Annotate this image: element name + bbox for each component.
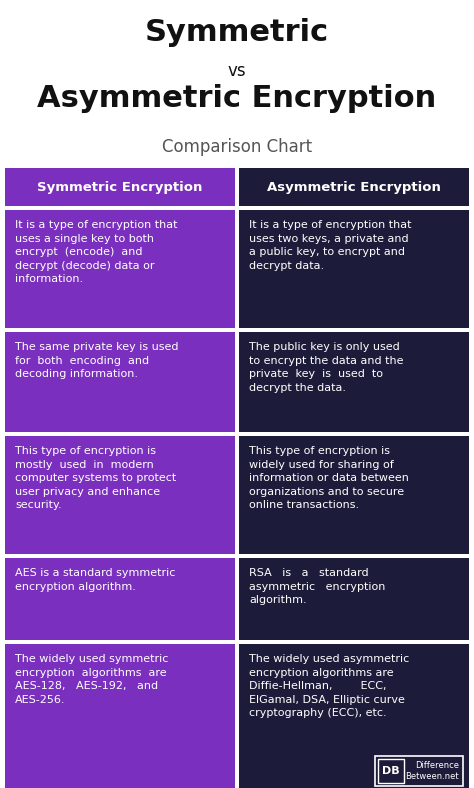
Text: The widely used asymmetric
encryption algorithms are
Diffie-Hellman,        ECC,: The widely used asymmetric encryption al… bbox=[249, 654, 409, 719]
Bar bbox=[5, 436, 235, 554]
Text: Comparison Chart: Comparison Chart bbox=[162, 138, 312, 156]
Text: Asymmetric Encryption: Asymmetric Encryption bbox=[267, 180, 441, 194]
Bar bbox=[378, 759, 404, 783]
Text: This type of encryption is
mostly  used  in  modern
computer systems to protect
: This type of encryption is mostly used i… bbox=[15, 446, 176, 511]
Bar bbox=[5, 168, 235, 206]
Text: Symmetric: Symmetric bbox=[145, 18, 329, 47]
Text: Symmetric Encryption: Symmetric Encryption bbox=[37, 180, 203, 194]
Bar bbox=[239, 644, 469, 788]
Text: AES is a standard symmetric
encryption algorithm.: AES is a standard symmetric encryption a… bbox=[15, 568, 175, 592]
Text: DB: DB bbox=[382, 766, 400, 776]
Bar bbox=[5, 558, 235, 640]
Bar bbox=[239, 436, 469, 554]
Text: RSA   is   a   standard
asymmetric   encryption
algorithm.: RSA is a standard asymmetric encryption … bbox=[249, 568, 385, 605]
Text: The public key is only used
to encrypt the data and the
private  key  is  used  : The public key is only used to encrypt t… bbox=[249, 342, 403, 392]
Bar bbox=[239, 558, 469, 640]
Bar bbox=[239, 210, 469, 328]
Text: Difference
Between.net: Difference Between.net bbox=[405, 761, 459, 781]
Text: This type of encryption is
widely used for sharing of
information or data betwee: This type of encryption is widely used f… bbox=[249, 446, 409, 511]
Text: Asymmetric Encryption: Asymmetric Encryption bbox=[37, 84, 437, 113]
Bar bbox=[5, 210, 235, 328]
Text: It is a type of encryption that
uses a single key to both
encrypt  (encode)  and: It is a type of encryption that uses a s… bbox=[15, 220, 177, 284]
Bar bbox=[239, 168, 469, 206]
Bar bbox=[5, 332, 235, 432]
Bar bbox=[239, 332, 469, 432]
Text: The same private key is used
for  both  encoding  and
decoding information.: The same private key is used for both en… bbox=[15, 342, 179, 379]
Bar bbox=[375, 756, 463, 786]
Text: It is a type of encryption that
uses two keys, a private and
a public key, to en: It is a type of encryption that uses two… bbox=[249, 220, 411, 271]
Bar bbox=[5, 644, 235, 788]
Text: vs: vs bbox=[228, 62, 246, 80]
Text: The widely used symmetric
encryption  algorithms  are
AES-128,   AES-192,   and
: The widely used symmetric encryption alg… bbox=[15, 654, 168, 704]
